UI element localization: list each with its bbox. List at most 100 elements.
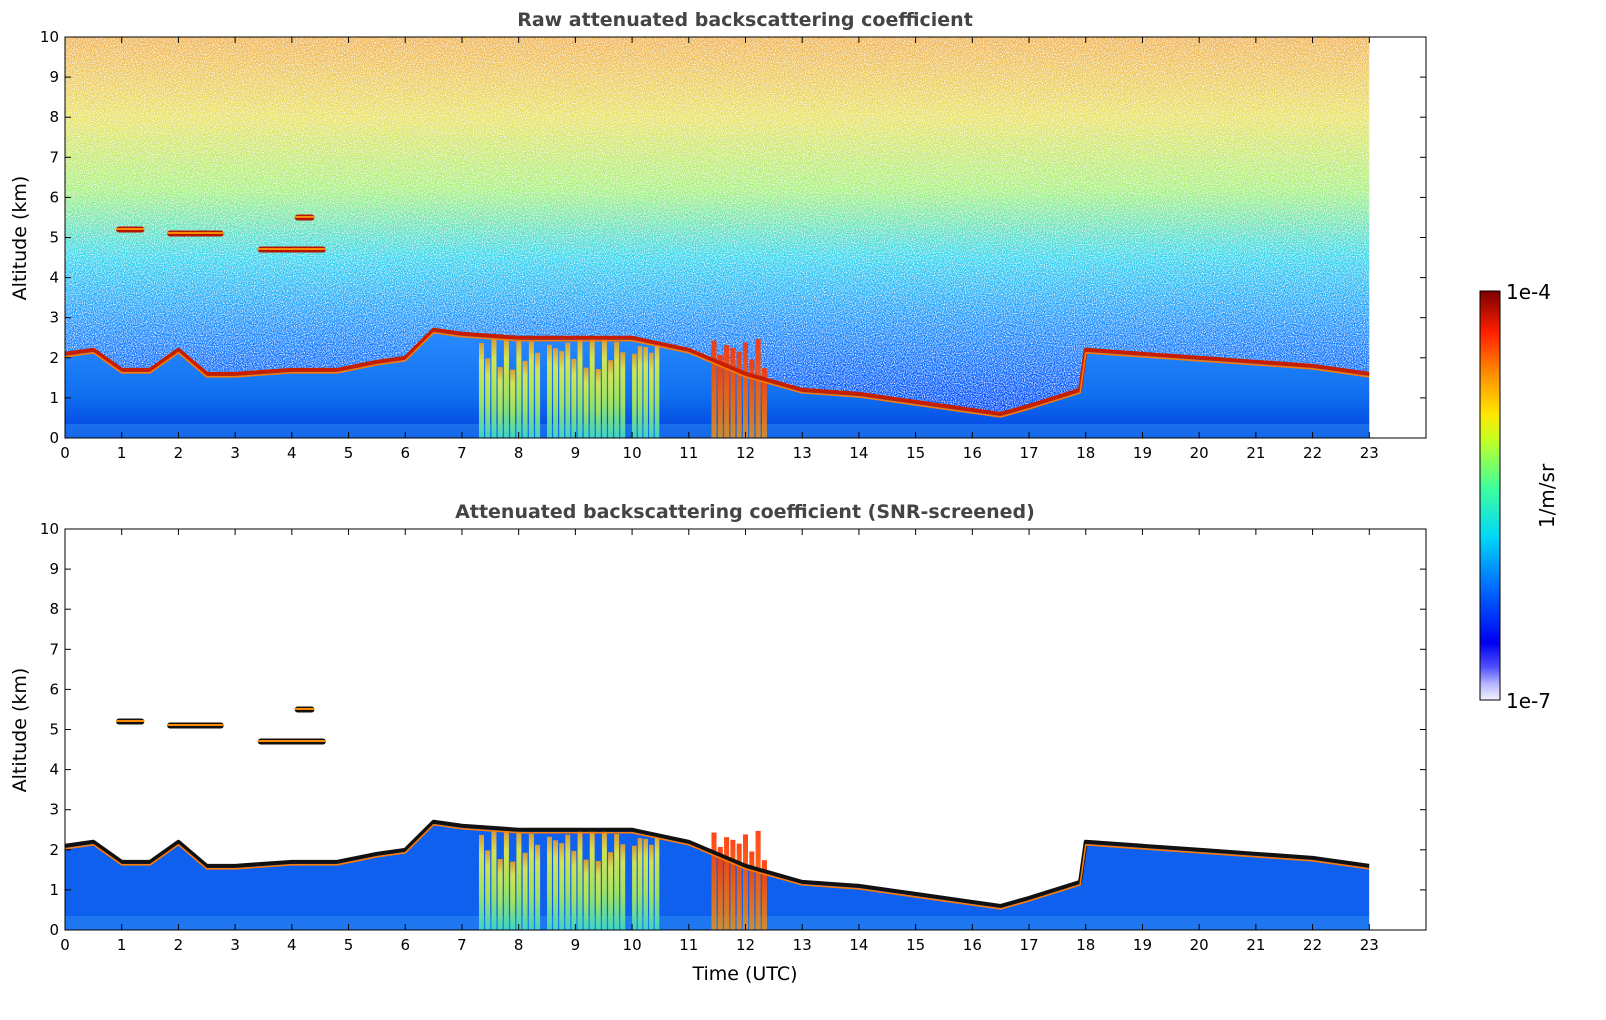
precipitation-shaft	[717, 846, 723, 930]
y-tick-label: 4	[49, 269, 59, 287]
panel-1-heatmap	[65, 37, 1426, 438]
panel-1-title: Raw attenuated backscattering coefficien…	[517, 9, 973, 31]
precipitation-shaft	[478, 834, 484, 930]
precipitation-shaft	[485, 850, 491, 930]
x-tick-label: 11	[679, 444, 698, 462]
x-tick-label: 19	[1133, 936, 1152, 954]
precipitation-shaft	[614, 833, 620, 930]
x-tick-label: 16	[963, 936, 982, 954]
x-tick-label: 6	[400, 444, 410, 462]
precipitation-shaft	[761, 368, 767, 438]
x-tick-label: 4	[287, 444, 297, 462]
precipitation-shaft	[724, 345, 730, 438]
no-data-region	[1369, 529, 1426, 930]
precipitation-shaft	[589, 337, 595, 438]
boundary-layer-top	[65, 327, 1370, 416]
colorbar-bar	[1479, 290, 1501, 701]
y-tick-label: 6	[49, 188, 59, 206]
precipitation-shaft	[547, 836, 552, 930]
x-tick-label: 21	[1246, 444, 1265, 462]
boundary-layer	[65, 329, 1370, 438]
x-axis-label: Time (UTC)	[691, 963, 797, 985]
elevated-layer-core	[294, 215, 315, 218]
panel-1-ylabel: Altitude (km)	[9, 176, 31, 301]
x-tick-label: 3	[230, 444, 240, 462]
precipitation-shaft	[583, 859, 589, 930]
precipitation-shaft	[595, 369, 601, 438]
x-tick-label: 20	[1190, 444, 1209, 462]
x-tick-label: 14	[849, 936, 868, 954]
x-tick-label: 2	[174, 936, 184, 954]
panel-1-ticks: 0 1 2 3 4 5 6 7 8 9 10 11 12 13 14 15 16 17 18 19 20 21 22 2301…	[40, 28, 1426, 462]
precipitation-shaft	[559, 843, 565, 930]
elevated-layer-core	[116, 227, 145, 230]
precipitation-shaft	[654, 341, 660, 438]
precipitation-shaft	[577, 831, 583, 930]
precipitation-shaft	[485, 358, 491, 438]
boundary-layer-top-halo	[65, 823, 1370, 910]
precipitation-shaft	[497, 859, 503, 930]
precipitation-shaft	[637, 346, 643, 438]
boundary-layer-top	[65, 819, 1370, 908]
x-tick-label: 6	[400, 936, 410, 954]
precipitation-shaft	[516, 830, 522, 930]
x-tick-label: 17	[1019, 444, 1038, 462]
x-tick-label: 12	[736, 936, 755, 954]
y-tick-label: 5	[49, 229, 59, 247]
precipitation-shaft	[643, 838, 648, 930]
precipitation-shaft	[553, 348, 559, 438]
x-tick-label: 19	[1133, 444, 1152, 462]
x-tick-label: 13	[793, 936, 812, 954]
y-tick-label: 0	[49, 429, 59, 447]
precipitation-shaft	[649, 844, 654, 930]
precipitation-shaft	[547, 344, 552, 438]
panel-2-ylabel: Altitude (km)	[9, 668, 31, 793]
y-tick-label: 7	[49, 148, 59, 166]
x-tick-label: 7	[457, 936, 467, 954]
precipitation-shaft	[491, 831, 497, 930]
x-tick-label: 8	[514, 936, 524, 954]
y-tick-label: 7	[49, 640, 59, 658]
colorbar: 1e-4 1e-7 1/m/sr	[1479, 280, 1559, 713]
y-tick-label: 8	[49, 600, 59, 618]
y-tick-label: 2	[49, 841, 59, 859]
precipitation-shaft	[614, 341, 620, 438]
near-surface-aerosol	[65, 423, 1370, 438]
x-tick-label: 3	[230, 936, 240, 954]
x-tick-label: 4	[287, 936, 297, 954]
elevated-layer-core	[294, 707, 315, 710]
x-tick-label: 15	[906, 936, 925, 954]
elevated-layer-core	[167, 231, 224, 234]
elevated-layer-core	[257, 740, 326, 743]
precipitation-shaft	[730, 347, 736, 438]
precipitation-shaft	[497, 367, 503, 438]
precipitation-shaft	[736, 351, 742, 438]
precipitation-shaft	[711, 832, 717, 930]
x-tick-label: 5	[344, 936, 354, 954]
precipitation-shaft	[510, 861, 516, 930]
precipitation-shaft	[620, 844, 626, 930]
y-tick-label: 0	[49, 921, 59, 939]
precipitation-shaft	[601, 830, 607, 930]
precipitation-shaft	[608, 852, 613, 930]
x-tick-label: 18	[1076, 936, 1095, 954]
x-tick-label: 11	[679, 936, 698, 954]
precipitation-shaft	[503, 829, 509, 930]
x-tick-label: 0	[60, 444, 70, 462]
precipitation-shaft	[571, 358, 577, 438]
precipitation-shaft	[478, 342, 484, 438]
precipitation-shaft	[535, 844, 541, 930]
x-tick-label: 13	[793, 444, 812, 462]
boundary-layer-top-halo	[65, 331, 1370, 418]
no-data-region	[1369, 37, 1426, 438]
precipitation-shaft	[736, 843, 742, 930]
precipitation-shaft	[632, 353, 637, 438]
y-tick-label: 3	[49, 801, 59, 819]
y-tick-label: 8	[49, 108, 59, 126]
y-tick-label: 2	[49, 349, 59, 367]
precipitation-shaft	[503, 337, 509, 438]
precipitation-shaft	[643, 346, 648, 438]
elevated-layer-core	[167, 723, 224, 726]
precipitation-shaft	[516, 338, 522, 438]
x-tick-label: 5	[344, 444, 354, 462]
